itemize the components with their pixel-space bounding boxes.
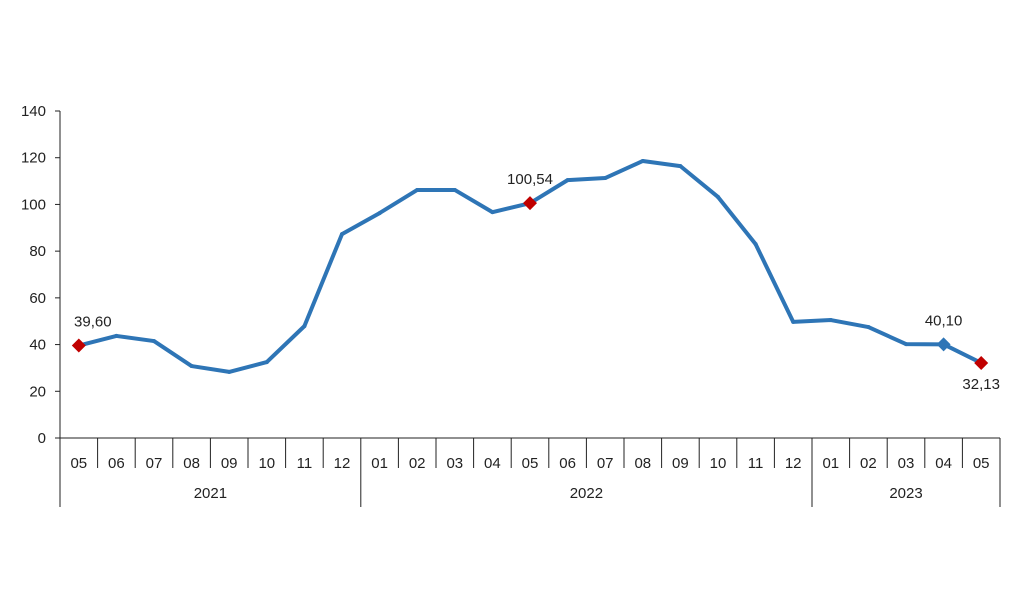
data-point: [678, 164, 683, 169]
data-point: [415, 187, 420, 192]
x-tick-label: 10: [258, 455, 275, 472]
y-tick-label: 120: [21, 150, 46, 167]
x-tick-label: 10: [710, 455, 727, 472]
x-tick-label: 12: [785, 455, 802, 472]
data-point: [791, 319, 796, 324]
data-point: [565, 178, 570, 183]
x-tick-label: 09: [672, 455, 689, 472]
y-tick-label: 20: [29, 383, 46, 400]
y-tick-label: 100: [21, 196, 46, 213]
data-label: 32,13: [962, 376, 1000, 393]
x-tick-label: 01: [371, 455, 388, 472]
data-point: [828, 318, 833, 323]
x-tick-label: 01: [822, 455, 839, 472]
data-point: [603, 176, 608, 181]
data-point: [640, 158, 645, 163]
x-tick-label: 05: [70, 455, 87, 472]
data-point: [114, 333, 119, 338]
x-tick-label: 08: [634, 455, 651, 472]
data-label: 40,10: [925, 312, 963, 329]
y-tick-label: 140: [21, 103, 46, 120]
year-label: 2022: [570, 485, 603, 502]
data-point: [904, 342, 908, 347]
data-label: 100,54: [507, 171, 553, 188]
x-tick-label: 08: [183, 455, 200, 472]
data-point: [866, 325, 871, 330]
data-point: [152, 339, 156, 344]
x-tick-label: 02: [409, 455, 426, 472]
x-tick-label: 12: [334, 455, 351, 472]
data-label: 39,60: [74, 314, 112, 331]
data-point: [490, 210, 495, 215]
x-tick-label: 07: [597, 455, 614, 472]
data-point: [753, 242, 758, 247]
x-tick-label: 02: [860, 455, 877, 472]
data-point: [264, 360, 269, 365]
x-tick-label: 04: [935, 455, 952, 472]
data-point: [452, 187, 457, 192]
data-point: [340, 232, 344, 237]
series-line: [78, 158, 983, 374]
data-point: [189, 364, 194, 369]
x-tick-label: 06: [559, 455, 576, 472]
highlight-marker: [523, 196, 537, 211]
y-tick-label: 80: [29, 243, 46, 260]
y-tick-label: 40: [29, 337, 46, 354]
x-tick-label: 03: [446, 455, 463, 472]
data-point: [716, 194, 720, 199]
year-label: 2021: [194, 485, 227, 502]
x-tick-label: 06: [108, 455, 125, 472]
x-tick-label: 07: [146, 455, 163, 472]
data-point: [227, 369, 232, 374]
x-tick-label: 11: [748, 455, 764, 472]
x-tick-label: 03: [898, 455, 915, 472]
highlight-marker: [71, 338, 86, 353]
data-point: [377, 211, 382, 216]
x-tick-label: 05: [973, 455, 990, 472]
y-tick-label: 0: [38, 430, 46, 447]
year-label: 2023: [889, 485, 922, 502]
highlight-marker: [936, 337, 951, 352]
x-tick-label: 04: [484, 455, 501, 472]
highlight-marker: [974, 355, 989, 370]
y-tick-label: 60: [29, 290, 46, 307]
x-tick-label: 09: [221, 455, 238, 472]
data-point: [302, 324, 307, 329]
x-tick-label: 05: [522, 455, 539, 472]
x-tick-label: 11: [297, 455, 313, 472]
